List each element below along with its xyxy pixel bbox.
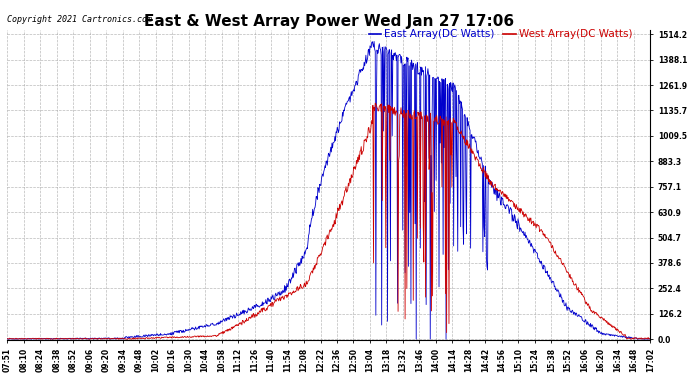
Text: Copyright 2021 Cartronics.com: Copyright 2021 Cartronics.com bbox=[8, 15, 152, 24]
Title: East & West Array Power Wed Jan 27 17:06: East & West Array Power Wed Jan 27 17:06 bbox=[144, 14, 514, 29]
Legend: East Array(DC Watts), West Array(DC Watts): East Array(DC Watts), West Array(DC Watt… bbox=[368, 29, 632, 39]
